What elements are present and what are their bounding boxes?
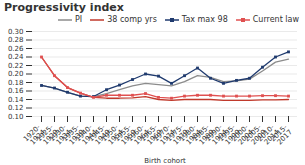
svg-text:0.12: 0.12 xyxy=(8,104,24,112)
svg-text:0.10: 0.10 xyxy=(8,113,24,121)
svg-text:0.16: 0.16 xyxy=(8,87,24,95)
svg-text:0.22: 0.22 xyxy=(8,62,24,70)
svg-text:0.18: 0.18 xyxy=(8,79,24,87)
svg-text:0.14: 0.14 xyxy=(8,96,24,104)
svg-text:0.30: 0.30 xyxy=(8,28,24,36)
svg-text:0.20: 0.20 xyxy=(8,70,24,78)
svg-text:0.26: 0.26 xyxy=(8,45,24,53)
svg-text:Birth cohort: Birth cohort xyxy=(144,157,186,165)
svg-text:0.24: 0.24 xyxy=(8,53,24,61)
svg-text:2015-2017: 2015-2017 xyxy=(269,123,294,148)
svg-text:0.28: 0.28 xyxy=(8,36,24,44)
